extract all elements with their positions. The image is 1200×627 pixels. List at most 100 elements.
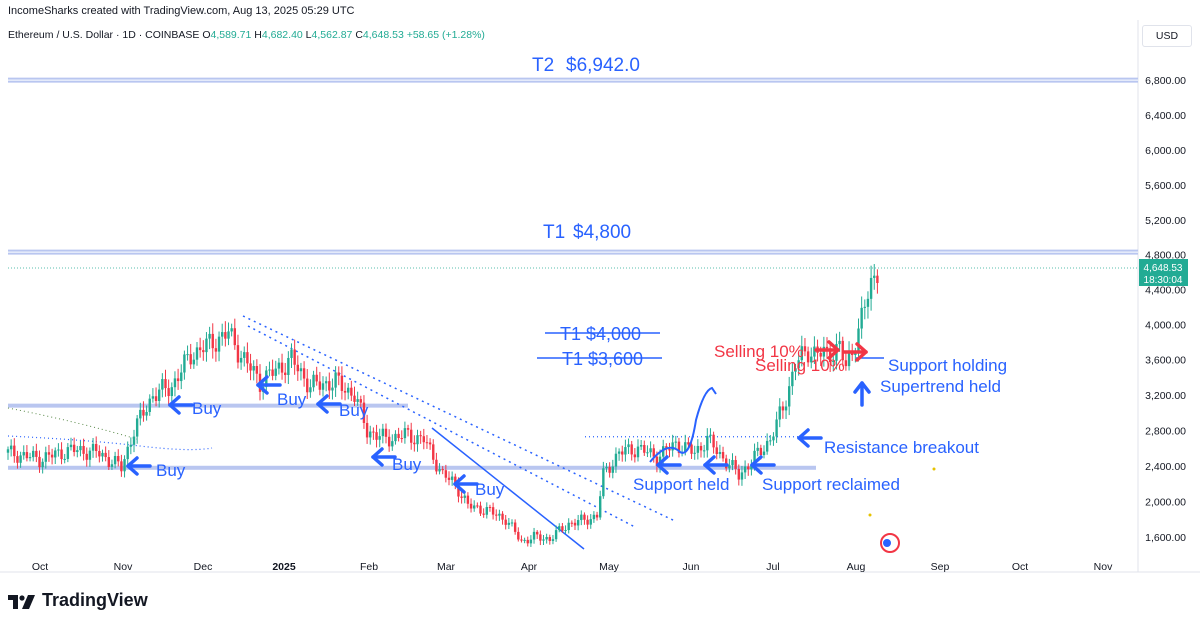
candle-body xyxy=(473,505,476,509)
candle-body xyxy=(302,368,306,379)
candle-body xyxy=(788,386,791,407)
candle-body xyxy=(410,429,413,443)
t1-value: $4,800 xyxy=(573,222,631,243)
buy-label-2: Buy xyxy=(192,399,222,418)
candle-body xyxy=(784,406,788,411)
tradingview-logo[interactable]: TradingView xyxy=(8,590,148,611)
candle-body xyxy=(230,328,233,332)
candle-body xyxy=(643,445,646,453)
price-tick-label: 6,000.00 xyxy=(1145,145,1186,157)
price-tick-label: 6,800.00 xyxy=(1145,75,1186,87)
support-held-label: Support held xyxy=(633,475,729,494)
candle-body xyxy=(621,451,624,455)
candle-body xyxy=(554,530,558,540)
price-tick-label: 4,800.00 xyxy=(1145,250,1186,262)
candle-body xyxy=(687,442,690,445)
candle-body xyxy=(413,442,416,445)
candle-body xyxy=(605,466,608,469)
candle-body xyxy=(16,456,19,463)
selling-label-2: Selling 10% xyxy=(755,356,845,375)
supertrend-held-label: Supertrend held xyxy=(880,377,1001,396)
t1-label: T1 xyxy=(543,222,565,243)
candle-body xyxy=(573,522,577,526)
candle-body xyxy=(652,448,655,457)
candle-body xyxy=(321,383,325,390)
candle-body xyxy=(44,452,47,462)
candle-body xyxy=(576,520,580,526)
candle-body xyxy=(416,435,419,445)
candle-body xyxy=(520,539,523,541)
candle-body xyxy=(274,368,277,376)
candle-body xyxy=(164,379,167,389)
buy-label-4: Buy xyxy=(339,401,369,420)
time-tick-label: 2025 xyxy=(272,561,296,573)
candle-body xyxy=(510,522,514,524)
candle-body xyxy=(422,436,425,443)
resistance-breakout-label: Resistance breakout xyxy=(824,438,979,457)
candle-body xyxy=(595,514,599,518)
price-tick-label: 5,600.00 xyxy=(1145,180,1186,192)
candle-body xyxy=(536,531,539,535)
buy-arrow-6-head xyxy=(453,474,466,494)
candle-body xyxy=(47,452,51,455)
candle-body xyxy=(731,460,734,466)
support-held-arrow-1-head xyxy=(656,455,669,475)
high-label: H xyxy=(254,29,262,41)
candle-body xyxy=(69,444,73,448)
candle-body xyxy=(271,369,274,376)
candle-body xyxy=(32,450,35,458)
candle-body xyxy=(107,457,110,467)
candle-body xyxy=(709,434,712,436)
candle-body xyxy=(211,333,214,349)
candle-body xyxy=(743,466,747,473)
candle-body xyxy=(151,396,155,399)
currency-button[interactable]: USD xyxy=(1142,25,1192,47)
candle-body xyxy=(633,454,637,458)
candle-body xyxy=(268,369,271,371)
support-held-arrow-2-head xyxy=(703,455,716,475)
candle-body xyxy=(756,447,759,451)
price-tick-label: 3,200.00 xyxy=(1145,390,1186,402)
support-reclaimed-arrow-head xyxy=(750,455,763,475)
downtrend-dotted-line xyxy=(242,315,676,522)
candle-body xyxy=(447,477,451,480)
candle-body xyxy=(318,381,322,390)
close-label: C xyxy=(355,29,363,41)
candle-body xyxy=(180,372,183,382)
candle-body xyxy=(54,450,57,458)
open-value: 4,589.71 xyxy=(210,29,252,41)
support-holding-label: Support holding xyxy=(888,356,1007,375)
candle-body xyxy=(485,507,488,515)
candle-body xyxy=(457,482,460,497)
candle-body xyxy=(236,345,240,363)
candle-body xyxy=(38,456,41,468)
time-tick-label: Nov xyxy=(114,561,133,573)
candle-body xyxy=(391,441,394,447)
candle-body xyxy=(406,428,410,430)
candle-body xyxy=(532,531,536,540)
candle-body xyxy=(72,444,76,453)
candle-body xyxy=(740,472,744,480)
candle-body xyxy=(324,381,328,384)
candle-body xyxy=(362,402,366,423)
candle-body xyxy=(699,445,703,451)
candle-body xyxy=(646,452,649,454)
candle-body xyxy=(551,539,555,541)
candle-body xyxy=(441,469,444,471)
candle-body xyxy=(806,351,810,363)
candle-body xyxy=(819,352,822,357)
candle-body xyxy=(649,448,652,453)
candle-body xyxy=(750,464,753,470)
price-tick-label: 1,600.00 xyxy=(1145,532,1186,544)
countdown-value: 18:30:04 xyxy=(1144,275,1183,286)
close-value: 4,648.53 xyxy=(362,29,404,41)
time-tick-label: Oct xyxy=(32,561,48,573)
candle-body xyxy=(120,461,123,472)
candle-body xyxy=(104,452,107,458)
struck-target-1: T1 $4,000 xyxy=(560,324,641,344)
candle-body xyxy=(728,465,731,469)
buy-label-6: Buy xyxy=(475,480,505,499)
symbol-name[interactable]: Ethereum / U.S. Dollar · 1D · COINBASE xyxy=(8,29,200,41)
last-price-value: 4,648.53 xyxy=(1144,263,1183,274)
